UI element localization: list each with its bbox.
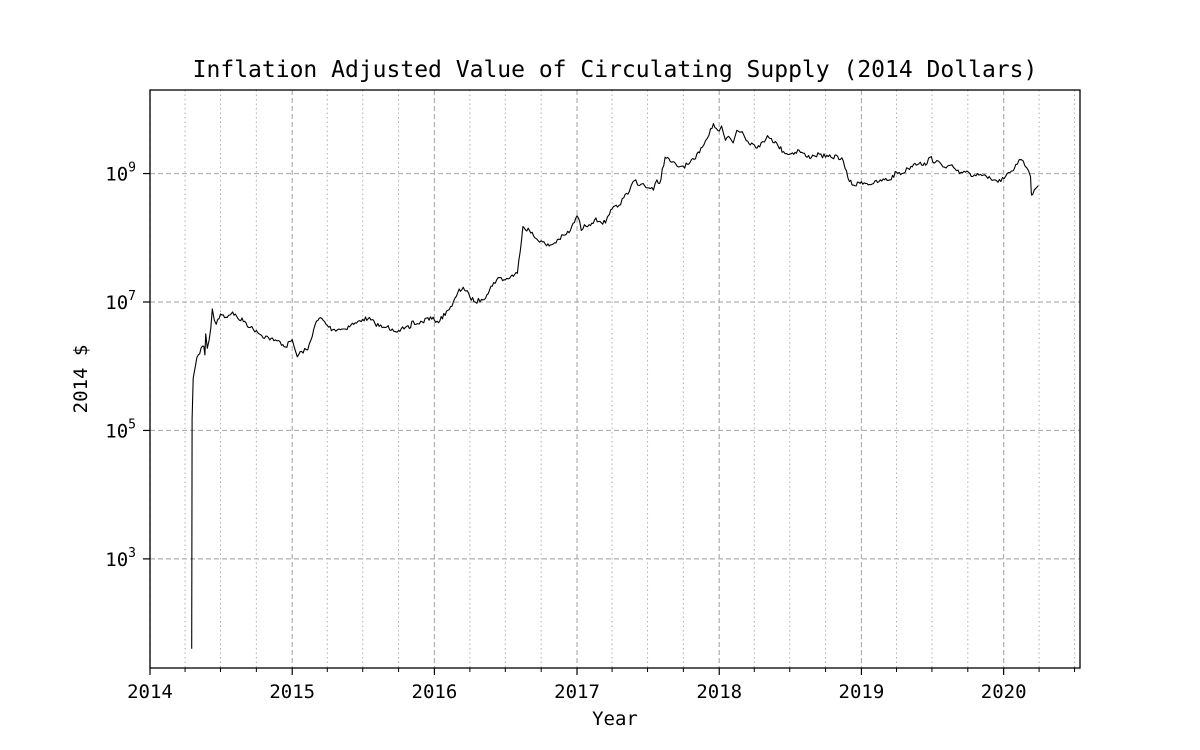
x-tick-label: 2016 [412,681,458,703]
x-tick-label: 2020 [981,681,1027,703]
y-axis: 103 105 107 109 [105,161,150,571]
series-line [191,123,1039,649]
x-tick-label: 2014 [127,681,173,703]
x-axis-label: Year [592,708,638,730]
x-axis: 2014 2015 2016 2017 2018 2019 2020 [127,668,1076,703]
plot-frame [149,89,1081,669]
y-axis-label: 2014 $ [70,345,92,414]
chart-title: Inflation Adjusted Value of Circulating … [193,57,1038,83]
x-tick-label: 2017 [554,681,600,703]
y-tick-label: 107 [105,289,136,314]
y-tick-label: 105 [105,417,136,442]
x-tick-label: 2018 [696,681,742,703]
x-tick-label: 2019 [839,681,885,703]
gridlines [149,90,1080,668]
y-tick-label: 103 [105,546,136,571]
x-tick-label: 2015 [269,681,315,703]
y-tick-label: 109 [105,161,136,186]
